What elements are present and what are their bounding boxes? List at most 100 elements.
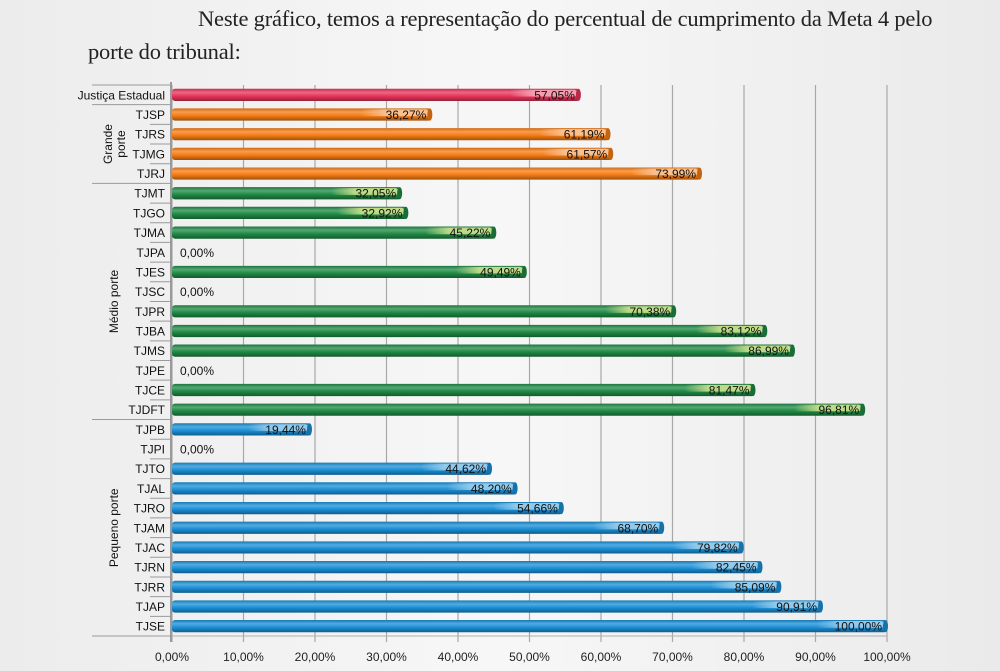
bar-cap	[487, 462, 493, 475]
bar-highlight	[593, 522, 661, 530]
bar-cap	[427, 108, 433, 121]
bar-highlight	[691, 562, 759, 569]
value-label: 48,20%	[471, 482, 512, 496]
category-label: TJAC	[135, 541, 165, 555]
bar-highlight	[446, 483, 514, 491]
x-tick-label: 10,00%	[223, 650, 264, 664]
bar-highlight	[331, 188, 399, 195]
bar	[172, 600, 823, 613]
category-label: TJPB	[136, 423, 165, 437]
bar-cap	[491, 226, 497, 239]
bar	[172, 226, 496, 239]
bar-highlight	[492, 502, 560, 510]
group-label: Pequeno porte	[107, 488, 121, 567]
value-label: 73,99%	[655, 167, 696, 181]
value-label: 36,27%	[386, 108, 427, 122]
category-label: TJPR	[135, 305, 165, 319]
bar-cap	[776, 580, 782, 593]
value-label: 54,66%	[517, 502, 558, 516]
category-label: TJAL	[137, 482, 165, 496]
category-label: TJMA	[134, 226, 165, 240]
value-label: 96,81%	[818, 403, 859, 417]
bar-cap	[558, 501, 564, 515]
bar	[172, 521, 664, 534]
category-label: TJAP	[136, 600, 165, 614]
group-label-line: Pequeno porte	[107, 488, 121, 567]
bar-highlight	[631, 168, 699, 176]
value-label: 0,00%	[180, 246, 214, 260]
bar-cap	[671, 305, 677, 318]
bar-cap	[789, 344, 795, 357]
bar	[172, 305, 676, 318]
bar-cap	[306, 423, 312, 436]
x-tick-label: 20,00%	[295, 650, 336, 664]
category-label: TJMS	[134, 344, 165, 358]
bar	[172, 501, 563, 515]
bar-cap	[750, 383, 756, 397]
category-label: TJCE	[135, 384, 165, 398]
bar	[172, 383, 755, 397]
bar-highlight	[710, 581, 778, 589]
category-label: TJPA	[137, 246, 165, 260]
category-label: TJRN	[134, 561, 165, 575]
bar	[172, 167, 702, 180]
value-label: 32,05%	[355, 187, 396, 201]
value-label: 49,49%	[480, 265, 521, 279]
x-tick-label: 70,00%	[652, 650, 693, 664]
category-label: TJSC	[135, 285, 165, 299]
category-label: TJMG	[132, 147, 165, 161]
category-label: TJRR	[134, 580, 165, 594]
group-label-line: Grande	[101, 124, 115, 164]
bar-cap	[738, 541, 744, 554]
category-label: TJRO	[134, 502, 165, 516]
bar	[172, 324, 767, 338]
value-label: 0,00%	[180, 364, 214, 378]
category-label: TJSP	[136, 108, 165, 122]
bar-highlight	[794, 404, 862, 412]
group-label-line: Médio porte	[107, 269, 121, 333]
value-label: 90,91%	[776, 600, 817, 614]
value-label: 61,57%	[567, 147, 608, 161]
bars: 57,05% 36,27% 61,19% 61,57% 73,99% 32,05% 32,9…	[172, 88, 888, 634]
bar-highlight	[421, 463, 489, 471]
bar-highlight	[248, 424, 308, 431]
bar-highlight	[817, 621, 884, 628]
value-label: 79,82%	[697, 541, 738, 555]
x-tick-label: 60,00%	[581, 650, 622, 664]
category-label: TJES	[136, 265, 165, 279]
value-label: 0,00%	[180, 443, 214, 457]
bar-cap	[697, 167, 703, 180]
bar-highlight	[723, 345, 791, 353]
bar-highlight	[696, 325, 764, 333]
value-label: 19,44%	[265, 423, 306, 437]
x-tick-label: 80,00%	[724, 650, 765, 664]
value-label: 44,62%	[445, 462, 486, 476]
bar	[172, 541, 743, 554]
category-label: TJMT	[134, 187, 165, 201]
bar-cap	[762, 324, 768, 338]
x-tick-label: 100,00%	[863, 650, 911, 664]
bar-highlight	[361, 109, 429, 117]
bar	[172, 620, 887, 633]
bar	[172, 561, 762, 574]
bar-highlight	[605, 306, 673, 313]
bar-cap	[818, 600, 824, 613]
x-tick-label: 0,00%	[155, 650, 189, 664]
category-label: TJBA	[136, 324, 165, 338]
value-label: 100,00%	[835, 620, 883, 634]
group-label: Médio porte	[107, 269, 121, 333]
bar-highlight	[752, 601, 820, 609]
bar	[172, 580, 781, 593]
value-label: 85,09%	[735, 580, 776, 594]
value-label: 68,70%	[618, 521, 659, 535]
bar-cap	[860, 403, 866, 416]
value-label: 32,92%	[362, 206, 403, 220]
category-label: TJPE	[136, 364, 165, 378]
bar-highlight	[425, 227, 493, 235]
bar-highlight	[539, 129, 607, 136]
bar	[172, 482, 517, 495]
axes	[92, 82, 887, 642]
category-label: TJSE	[136, 620, 165, 634]
bar-cap	[521, 265, 527, 279]
